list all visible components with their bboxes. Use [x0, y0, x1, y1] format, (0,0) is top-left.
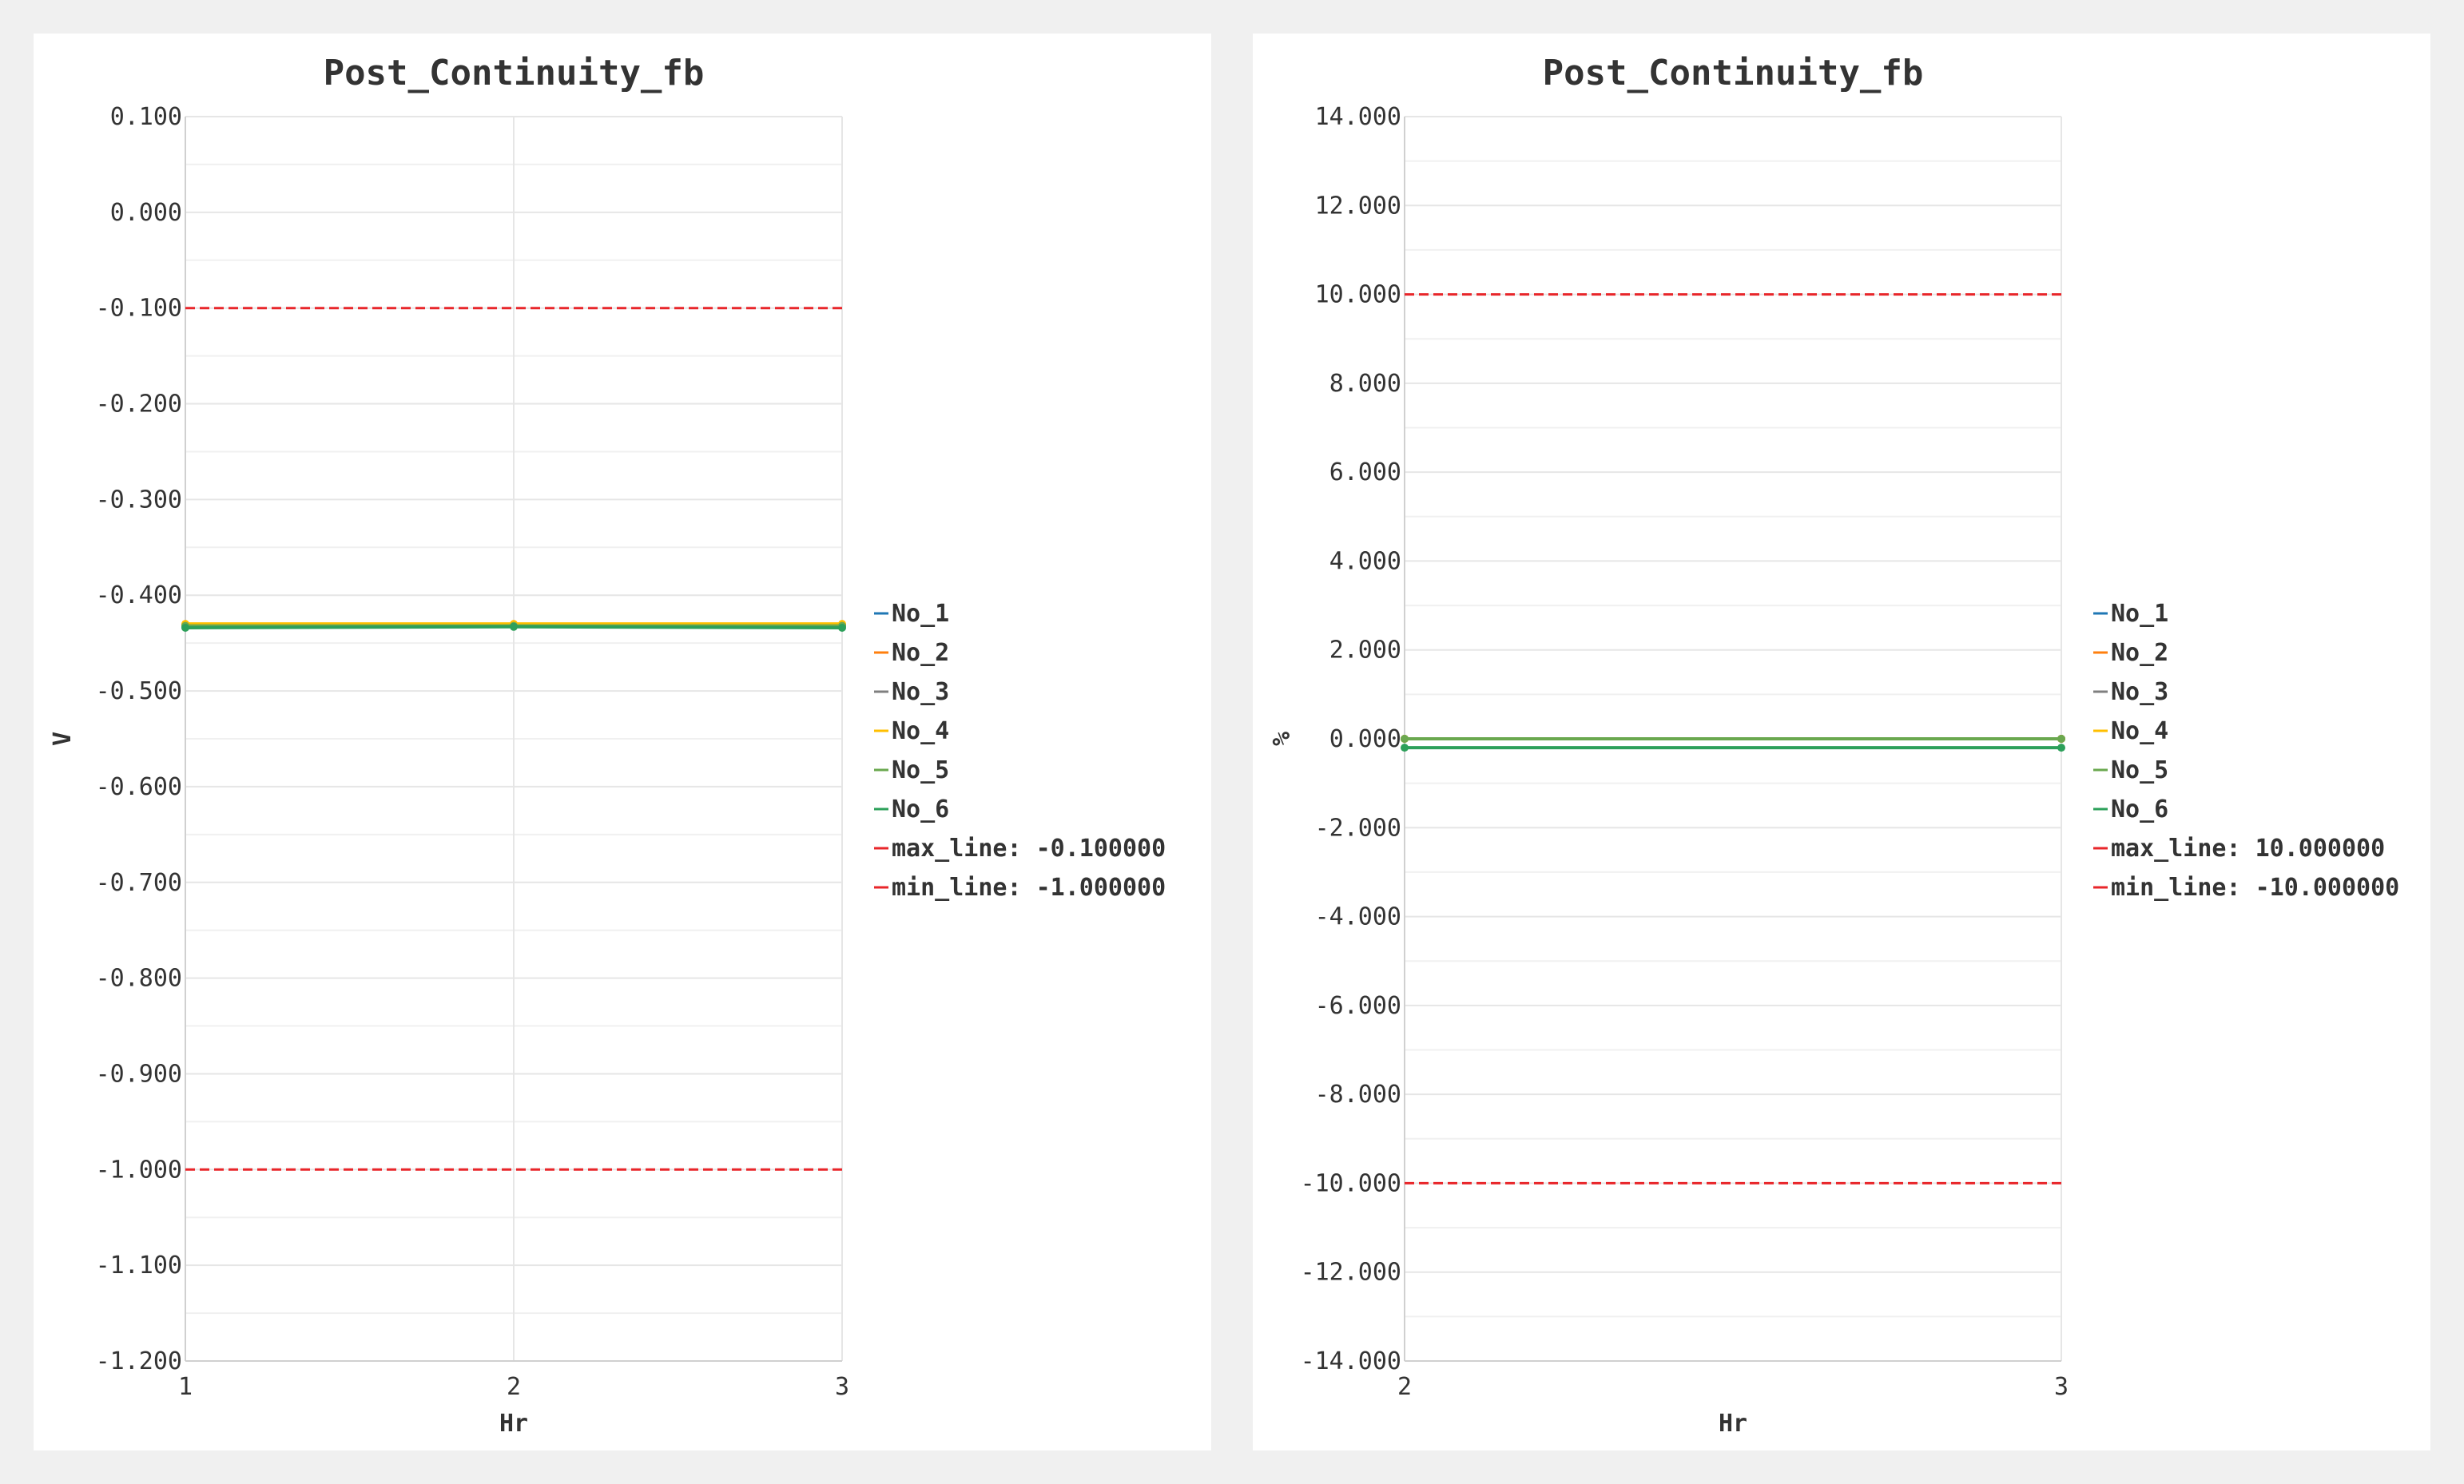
data-point-no-6 [1401, 744, 1409, 752]
y-tick-label: -1.100 [96, 1252, 182, 1280]
y-tick-label: 8.000 [1329, 370, 1401, 398]
y-tick-label: 12.000 [1315, 192, 1401, 220]
y-tick-label: -0.200 [96, 391, 182, 419]
data-point-no-5 [2057, 735, 2065, 743]
y-tick-label: -0.400 [96, 581, 182, 609]
x-axis-title: Hr [499, 1410, 528, 1438]
y-axis-title: V [49, 732, 77, 746]
chart-voltage: Post_Continuity_fb 0.100 0.000 -0.100 -0.200… [49, 53, 1166, 1438]
y-tick-label: -0.300 [96, 486, 182, 514]
legend-label: min_line: -10.000000 [2111, 874, 2399, 902]
legend-label: No_1 [892, 600, 949, 628]
x-axis-title: Hr [1719, 1410, 1747, 1438]
chart-panel-percent: Post_Continuity_fb 14.000 12.000 10.000 8.00… [1253, 34, 2430, 1450]
y-tick-label: -2.000 [1315, 814, 1401, 842]
legend-label: No_2 [2111, 639, 2168, 667]
legend-label: No_4 [2111, 717, 2168, 745]
y-tick-label: -0.600 [96, 773, 182, 801]
y-tick-label: 4.000 [1329, 547, 1401, 575]
legend-label: No_3 [2111, 678, 2168, 706]
data-point-no-6 [2057, 744, 2065, 752]
legend-label: No_3 [892, 678, 949, 706]
legend-label: No_2 [892, 639, 949, 667]
y-tick-label: -4.000 [1315, 903, 1401, 931]
x-tick-label: 1 [178, 1373, 193, 1401]
y-tick-label: -0.800 [96, 965, 182, 993]
chart-percent: Post_Continuity_fb 14.000 12.000 10.000 8.00… [1268, 53, 2399, 1438]
y-tick-label: -14.000 [1301, 1347, 1401, 1375]
data-point-no-5 [1401, 735, 1409, 743]
chart-title: Post_Continuity_fb [1543, 53, 1924, 93]
y-tick-label: -0.500 [96, 677, 182, 705]
data-point-no-6 [181, 623, 189, 632]
y-tick-label: -1.200 [96, 1347, 182, 1375]
legend-label: min_line: -1.000000 [892, 874, 1166, 902]
y-tick-label: 6.000 [1329, 458, 1401, 486]
legend-label: No_5 [892, 756, 949, 784]
data-point-no-6 [838, 623, 846, 632]
x-tick-label: 3 [2054, 1373, 2069, 1401]
x-tick-label: 2 [1397, 1373, 1412, 1401]
x-tick-label: 2 [507, 1373, 521, 1401]
y-tick-label: 2.000 [1329, 637, 1401, 665]
legend-label: No_5 [2111, 756, 2168, 784]
y-tick-label: -1.000 [96, 1156, 182, 1184]
x-tick-label: 3 [835, 1373, 849, 1401]
y-tick-label: 14.000 [1315, 103, 1401, 131]
y-tick-label: -8.000 [1315, 1081, 1401, 1109]
y-tick-label: -6.000 [1315, 992, 1401, 1020]
legend-label: max_line: 10.000000 [2111, 835, 2385, 863]
y-tick-label: -12.000 [1301, 1259, 1401, 1287]
legend-label: No_6 [2111, 796, 2168, 823]
y-axis-title: % [1268, 732, 1296, 746]
chart-title: Post_Continuity_fb [324, 53, 705, 93]
y-tick-label: 0.000 [110, 199, 182, 227]
y-tick-label: -0.100 [96, 295, 182, 323]
y-tick-label: -10.000 [1301, 1169, 1401, 1197]
y-tick-label: 0.000 [1329, 725, 1401, 753]
y-tick-label: 10.000 [1315, 281, 1401, 309]
legend-label: No_1 [2111, 600, 2168, 628]
chart-panel-voltage: Post_Continuity_fb 0.100 0.000 -0.100 -0.200… [34, 34, 1211, 1450]
legend-label: No_4 [892, 717, 949, 745]
y-tick-label: -0.700 [96, 869, 182, 897]
data-point-no-6 [510, 622, 518, 631]
y-tick-label: -0.900 [96, 1060, 182, 1088]
legend-label: max_line: -0.100000 [892, 835, 1166, 863]
legend-label: No_6 [892, 796, 949, 823]
y-tick-label: 0.100 [110, 103, 182, 131]
